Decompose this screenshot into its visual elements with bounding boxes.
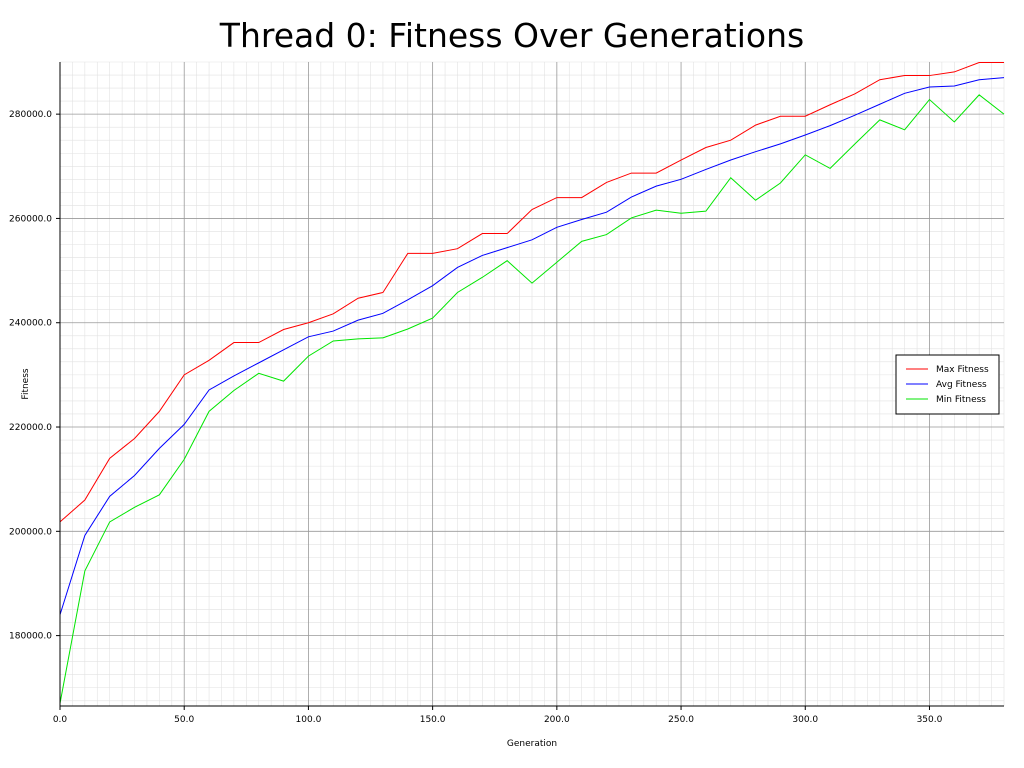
x-axis-title: Generation [507, 739, 557, 749]
min-fitness-line [59, 94, 1005, 704]
y-tick-label: 260000.0 [9, 214, 52, 224]
x-tick-label: 100.0 [296, 715, 322, 725]
y-tick-label: 200000.0 [9, 527, 52, 537]
x-tick-label: 150.0 [420, 715, 446, 725]
legend: Max Fitness Avg Fitness Min Fitness [895, 354, 1000, 415]
x-tick-label: 50.0 [174, 715, 194, 725]
avg-fitness-legend-label: Avg Fitness [936, 380, 987, 390]
ticks-layer: 0.0 50.0 100.0 150.0 200.0 250.0 300.0 350.0 180… [9, 110, 943, 725]
min-fitness-legend-label: Min Fitness [936, 395, 986, 405]
series-layer [59, 62, 1005, 704]
x-tick-label: 350.0 [917, 715, 943, 725]
y-tick-label: 220000.0 [9, 423, 52, 433]
avg-fitness-line [59, 77, 1005, 615]
axes-layer [59, 62, 1004, 707]
chart-title: Thread 0: Fitness Over Generations [219, 16, 805, 55]
y-axis-title: Fitness [21, 368, 31, 399]
x-tick-label: 200.0 [544, 715, 570, 725]
x-tick-label: 300.0 [792, 715, 818, 725]
y-tick-label: 280000.0 [9, 110, 52, 120]
y-tick-label: 240000.0 [9, 319, 52, 329]
max-fitness-legend-label: Max Fitness [936, 365, 989, 375]
max-fitness-line [59, 62, 1004, 523]
x-tick-label: 250.0 [668, 715, 694, 725]
minor-grid [60, 61, 1005, 706]
x-tick-label: 0.0 [53, 715, 68, 725]
y-tick-label: 180000.0 [9, 632, 52, 642]
